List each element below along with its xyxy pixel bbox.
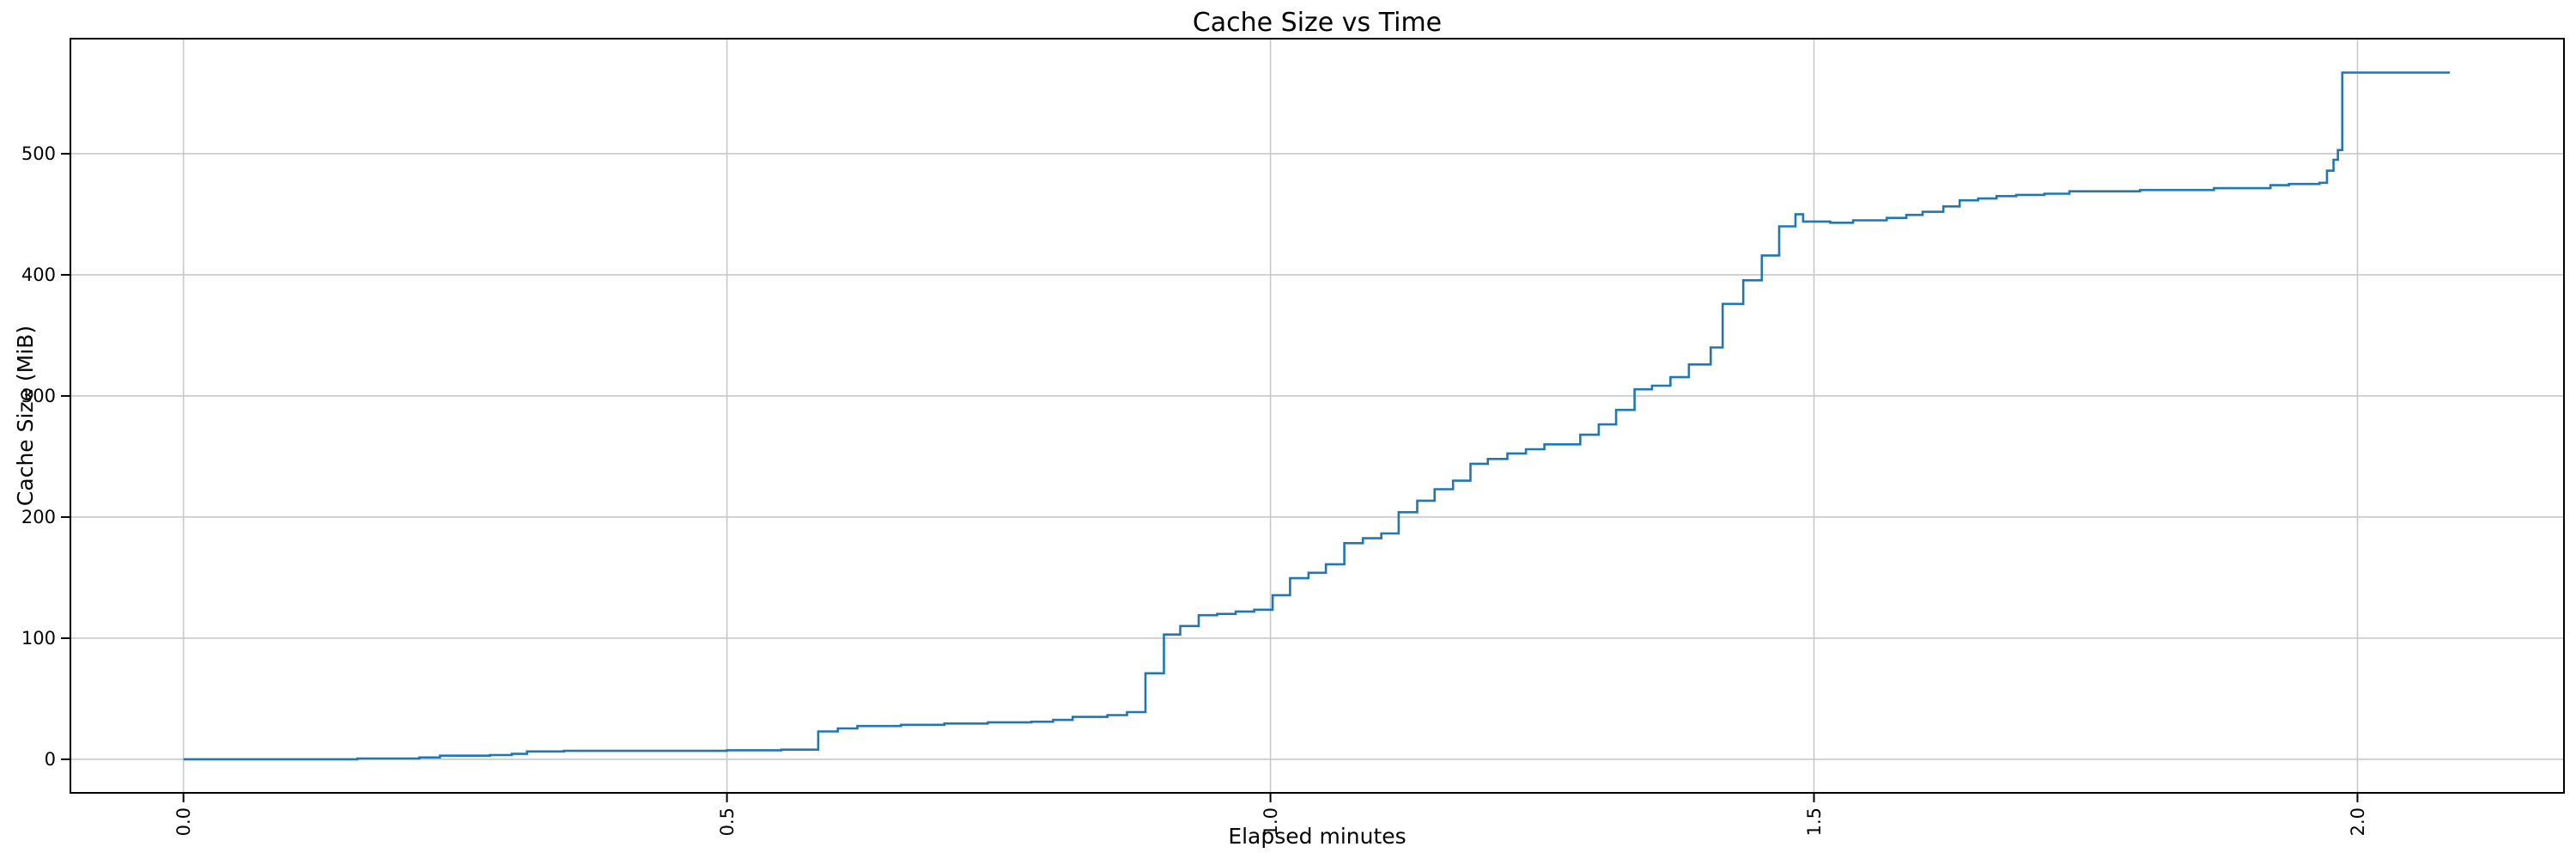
x-tick-labels: 0.0 0.5 1.0 1.5 2.0 [173, 807, 2368, 836]
x-tick-label: 1.5 [1804, 807, 1825, 836]
cache-size-step-line [183, 71, 2451, 761]
x-axis-label: Elapsed minutes [1228, 824, 1406, 849]
x-tick-label: 1.0 [1261, 807, 1281, 836]
plot-border [70, 38, 2565, 794]
y-tick-labels: 0 100 200 300 400 500 [21, 143, 56, 770]
y-tick-label: 100 [21, 628, 56, 649]
y-tick-label: 300 [21, 386, 56, 406]
y-axis-label: Cache Size (MiB) [13, 326, 38, 506]
chart-title: Cache Size vs Time [1193, 8, 1442, 38]
y-tick-label: 0 [45, 749, 56, 770]
tick-marks [61, 152, 2359, 802]
y-tick-label: 400 [21, 265, 56, 285]
plot-spines [70, 38, 2565, 794]
x-tick-label: 0.0 [173, 807, 194, 836]
y-tick-label: 500 [21, 143, 56, 164]
x-tick-label: 2.0 [2348, 807, 2368, 836]
x-tick-label: 0.5 [717, 807, 738, 836]
grid-lines [70, 39, 2564, 793]
y-tick-label: 200 [21, 507, 56, 527]
